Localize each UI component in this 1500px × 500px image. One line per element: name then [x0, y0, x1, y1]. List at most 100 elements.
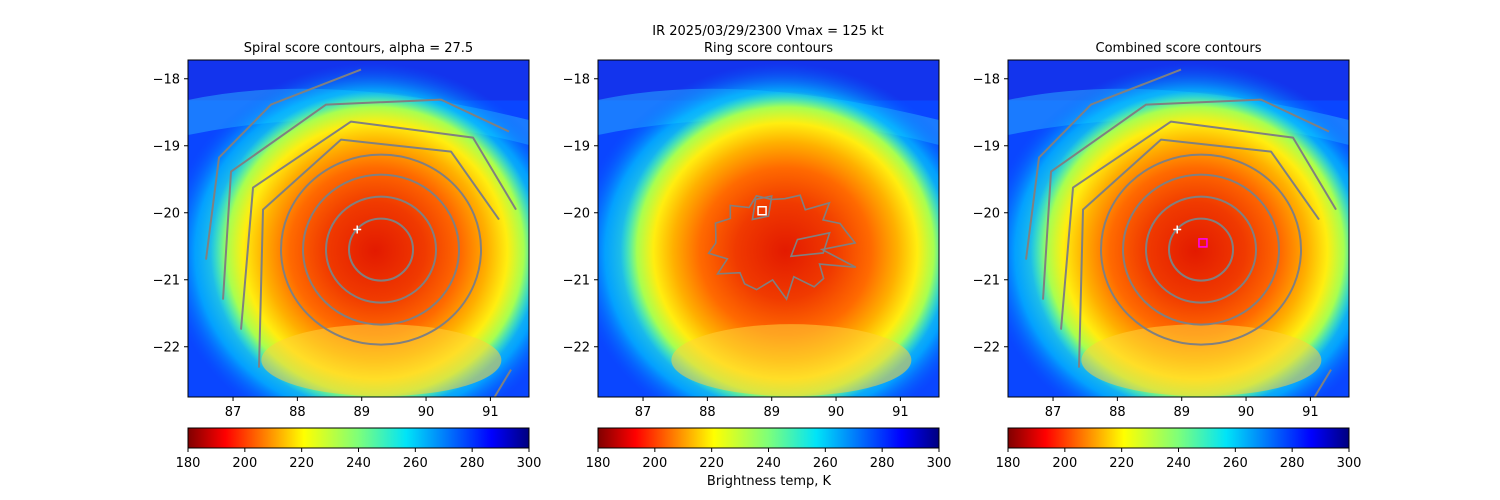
colorbar-tick-label: 300 [517, 456, 542, 471]
panel-title: Ring score contours [704, 41, 833, 56]
colorbar: 180 200 220 240 260 280 300 [586, 427, 952, 471]
contour-spiral-arm [1313, 369, 1332, 397]
colorbar-tick-label: 280 [870, 456, 895, 471]
y-tick-label: −21 [153, 273, 180, 288]
panel-title: Combined score contours [1096, 41, 1262, 56]
panel-2: Ring score contours 87 88 89 90 91 −18 −19 −20 −2… [563, 41, 952, 471]
contour-ring [1100, 153, 1303, 346]
axes-frame [187, 59, 530, 398]
colorbar-tick-label: 240 [1166, 456, 1191, 471]
y-tick-label: −22 [563, 340, 590, 355]
panel-3: Combined score contours 87 88 89 90 91 −18 −19 −… [973, 41, 1362, 471]
y-tick-label: −20 [973, 206, 1000, 221]
colorbar-gradient [1007, 427, 1350, 449]
contour-spiral-arm [1025, 68, 1182, 260]
ir-storm-core [1030, 91, 1349, 397]
y-tick-label: −19 [153, 139, 180, 154]
center-marker-plus [353, 225, 362, 234]
contour-ring [1122, 173, 1281, 326]
x-tick-label: 91 [1302, 405, 1319, 420]
contour-spiral-arm [493, 369, 512, 397]
colorbar-tick-label: 180 [996, 456, 1021, 471]
y-tick-label: −21 [563, 273, 590, 288]
colorbar-tick-label: 300 [927, 456, 952, 471]
x-tick-label: 88 [289, 405, 306, 420]
x-tick-label: 91 [892, 405, 909, 420]
contour-ring [1168, 217, 1235, 282]
colorbar-tick-label: 280 [460, 456, 485, 471]
center-marker-square [1198, 238, 1208, 248]
x-tick-label: 88 [1109, 405, 1126, 420]
colorbar-tick-label: 260 [813, 456, 838, 471]
y-tick-label: −21 [973, 273, 1000, 288]
ir-outflow [1081, 324, 1322, 397]
colorbar-tick-label: 240 [346, 456, 371, 471]
contours [205, 68, 517, 397]
colorbar-tick-label: 200 [1052, 456, 1077, 471]
contour-spiral-arm [1060, 120, 1337, 330]
contour-ring [302, 173, 461, 326]
ir-outflow [671, 324, 912, 397]
x-tick-label: 87 [1045, 405, 1062, 420]
ir-image [598, 60, 939, 397]
ir-storm-core [210, 91, 529, 397]
figure-suptitle: IR 2025/03/29/2300 Vmax = 125 kt [652, 24, 883, 39]
panel-title: Spiral score contours, alpha = 27.5 [244, 41, 473, 56]
contour-spiral-arm [205, 68, 362, 260]
contour-spiral-arm [258, 138, 500, 368]
axes-frame [1007, 59, 1350, 398]
contour-ring [325, 195, 438, 304]
contours [707, 194, 857, 301]
colorbar-tick-label: 280 [1280, 456, 1305, 471]
colorbar: 180 200 220 240 260 280 300 [996, 427, 1362, 471]
x-tick-label: 88 [699, 405, 716, 420]
contour-ring [707, 194, 857, 301]
x-tick-label: 90 [1238, 405, 1255, 420]
y-tick-label: −20 [153, 206, 180, 221]
contour-spiral-arm [1078, 138, 1320, 368]
y-tick-label: −22 [153, 340, 180, 355]
contour-ring [1145, 195, 1258, 304]
x-tick-label: 89 [1173, 405, 1190, 420]
y-tick-label: −20 [563, 206, 590, 221]
colorbar-tick-label: 200 [232, 456, 257, 471]
x-tick-label: 89 [763, 405, 780, 420]
x-tick-label: 87 [225, 405, 242, 420]
colorbar-tick-label: 180 [176, 456, 201, 471]
ir-storm-core [620, 91, 939, 397]
x-tick-label: 89 [353, 405, 370, 420]
contours [1025, 68, 1337, 397]
y-tick-label: −22 [973, 340, 1000, 355]
colorbar-gradient [597, 427, 940, 449]
colorbar-tick-label: 180 [586, 456, 611, 471]
contour-spiral-arm [222, 98, 510, 300]
x-tick-label: 87 [635, 405, 652, 420]
y-tick-label: −19 [973, 139, 1000, 154]
colorbar-tick-label: 240 [756, 456, 781, 471]
axes-frame [597, 59, 940, 398]
ir-image [1008, 60, 1349, 397]
contour-spiral-arm [240, 120, 517, 330]
colorbar-tick-label: 260 [403, 456, 428, 471]
y-tick-label: −18 [973, 72, 1000, 87]
x-tick-label: 91 [482, 405, 499, 420]
y-tick-label: −19 [563, 139, 590, 154]
center-marker-plus [1173, 225, 1182, 234]
x-tick-label: 90 [828, 405, 845, 420]
colorbar-label: Brightness temp, K [707, 474, 832, 489]
panel-1: Spiral score contours, alpha = 27.5 87 88 8… [153, 41, 542, 471]
contour-ring [280, 153, 483, 346]
ir-outflow [261, 324, 502, 397]
contour-spiral-arm [1042, 98, 1330, 300]
colorbar-tick-label: 220 [289, 456, 314, 471]
colorbar-gradient [187, 427, 530, 449]
colorbar-tick-label: 200 [642, 456, 667, 471]
contour-ring [789, 231, 831, 258]
colorbar-tick-label: 220 [1109, 456, 1134, 471]
ir-image [188, 60, 529, 397]
contour-ring [348, 217, 415, 282]
colorbar: 180 200 220 240 260 280 300 [176, 427, 542, 471]
colorbar-tick-label: 220 [699, 456, 724, 471]
colorbar-tick-label: 300 [1337, 456, 1362, 471]
